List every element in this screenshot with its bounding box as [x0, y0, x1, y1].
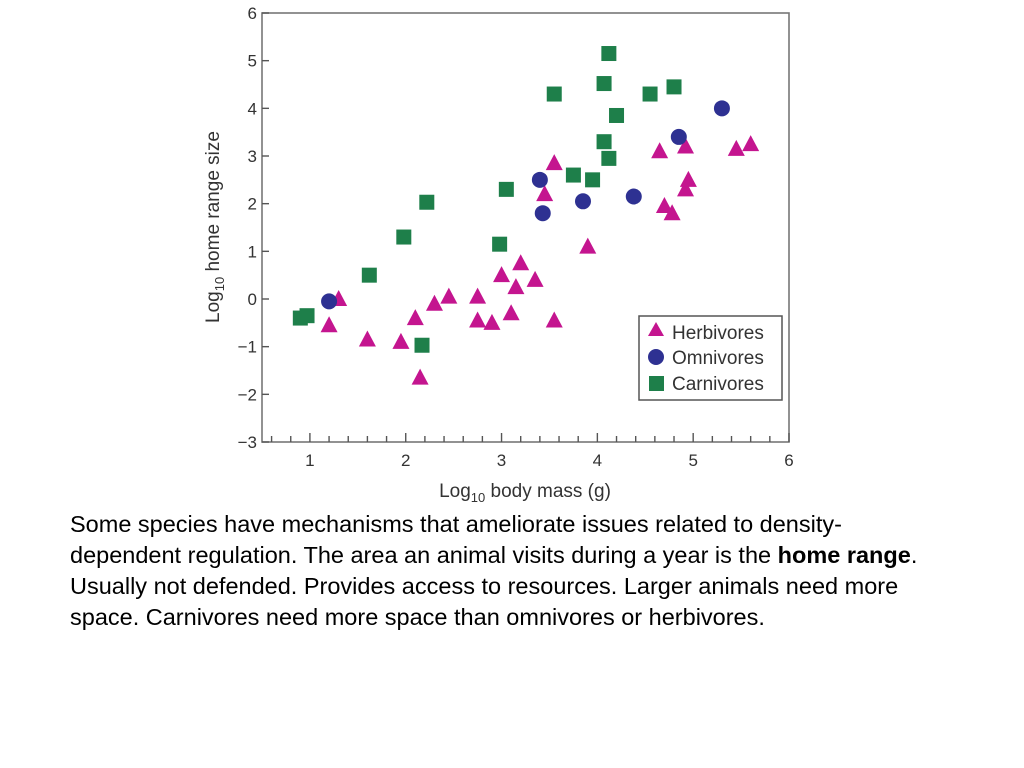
legend-omnivores-marker — [648, 349, 664, 365]
herbivores-point — [502, 304, 520, 321]
herbivores-point — [677, 137, 695, 154]
herbivores-point — [545, 154, 563, 171]
y-tick-label: 2 — [248, 195, 257, 214]
carnivores-point — [585, 172, 601, 188]
herbivores-point — [526, 270, 544, 287]
herbivores-point — [320, 316, 338, 333]
herbivores-point — [579, 237, 597, 254]
legend: Herbivores Omnivores Carnivores — [638, 315, 783, 401]
herbivores-point — [677, 180, 695, 197]
carnivores-point — [596, 134, 612, 150]
herbivores-point — [440, 287, 458, 304]
carnivores-point — [546, 86, 562, 102]
omnivores-point — [574, 193, 591, 210]
plot-frame — [261, 12, 790, 443]
carnivores-point — [299, 308, 315, 324]
herbivores-point — [655, 197, 673, 214]
herbivores-point — [406, 309, 424, 326]
x-tick-label: 4 — [593, 451, 602, 470]
carnivores-point — [414, 337, 430, 353]
herbivores-point — [536, 185, 554, 202]
herbivores-point — [507, 278, 525, 295]
caption-bold-term: home range — [777, 542, 911, 568]
carnivores-point — [419, 194, 435, 210]
x-tick-label: 2 — [401, 451, 410, 470]
herbivores-point — [651, 142, 669, 159]
y-tick-label: −3 — [238, 433, 257, 452]
carnivores-point — [396, 229, 412, 245]
y-axis-label-subscript: 10 — [212, 277, 227, 291]
herbivores-point — [493, 266, 511, 283]
y-axis: −3 −2 −1 0 1 2 3 4 5 6 — [238, 4, 269, 452]
carnivores-point — [361, 267, 377, 283]
herbivores-point — [663, 204, 681, 221]
x-axis-label-subscript: 10 — [471, 490, 485, 505]
y-tick-label: 6 — [248, 4, 257, 23]
carnivores-point — [666, 79, 682, 95]
carnivores-point — [601, 150, 617, 166]
omnivores-point — [670, 128, 687, 145]
caption-text-before: Some species have mechanisms that amelio… — [70, 511, 842, 568]
herbivores-point — [392, 332, 410, 349]
x-tick-label: 6 — [784, 451, 793, 470]
legend-herbivores-label: Herbivores — [672, 323, 764, 344]
legend-carnivores-label: Carnivores — [672, 374, 764, 395]
y-tick-label: −2 — [238, 385, 257, 404]
y-axis-label-suffix: home range size — [203, 131, 224, 277]
x-tick-label: 5 — [688, 451, 697, 470]
omnivores-point — [713, 100, 730, 117]
carnivores-point — [596, 76, 612, 92]
carnivores-point — [498, 181, 514, 197]
herbivores-point — [742, 135, 760, 152]
y-axis-label: Log10 home range size — [203, 131, 227, 323]
carnivores-point — [609, 107, 625, 123]
herbivores-point — [411, 368, 429, 385]
y-tick-label: 5 — [248, 52, 257, 71]
y-tick-label: 3 — [248, 147, 257, 166]
x-axis-label-suffix: body mass (g) — [485, 481, 611, 502]
data-points — [292, 46, 760, 385]
y-tick-label: 0 — [248, 290, 257, 309]
herbivores-point — [469, 287, 487, 304]
carnivores-point — [642, 86, 658, 102]
x-axis: 1 2 3 4 5 6 — [270, 433, 794, 470]
y-tick-label: −1 — [238, 338, 257, 357]
x-axis-label: Log10 body mass (g) — [439, 481, 611, 505]
herbivores-point — [358, 330, 376, 347]
caption-text-after: . Usually not defended. Provides access … — [70, 542, 918, 630]
herbivores-point — [483, 313, 501, 330]
y-tick-label: 4 — [248, 99, 257, 118]
herbivores-point — [727, 139, 745, 156]
carnivores-point — [492, 236, 508, 252]
x-tick-label: 1 — [305, 451, 314, 470]
y-axis-label-prefix: Log — [203, 291, 224, 323]
herbivores-point — [679, 170, 697, 187]
x-tick-label: 3 — [497, 451, 506, 470]
y-tick-label: 1 — [248, 242, 257, 261]
legend-omnivores-label: Omnivores — [672, 348, 764, 369]
legend-herbivores-marker — [648, 322, 664, 336]
carnivores-point — [565, 167, 581, 183]
herbivores-point — [425, 294, 443, 311]
herbivores-point — [512, 254, 530, 271]
herbivores-point — [469, 311, 487, 328]
legend-carnivores-marker — [649, 376, 664, 391]
carnivores-point — [601, 46, 617, 62]
herbivores-point — [545, 311, 563, 328]
omnivores-point — [534, 205, 551, 222]
x-axis-label-prefix: Log — [439, 481, 471, 502]
caption-paragraph: Some species have mechanisms that amelio… — [70, 509, 950, 633]
omnivores-point — [531, 171, 548, 188]
omnivores-point — [321, 293, 338, 310]
omnivores-point — [625, 188, 642, 205]
